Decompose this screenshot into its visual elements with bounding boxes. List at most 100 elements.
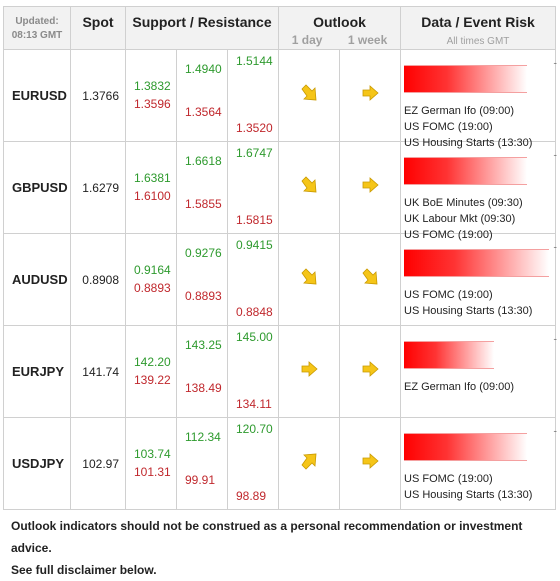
table-row: EURUSD 1.3766 1.3832 1.3596 1.4940 1.3564 1.51… bbox=[3, 49, 558, 149]
event-risk-bar bbox=[404, 341, 495, 369]
level-1-cell: 0.9164 0.8893 bbox=[125, 233, 177, 326]
event-name: US FOMC bbox=[404, 473, 455, 485]
event-risk-cell: ˉ EZ German Ifo (09:00) bbox=[400, 325, 558, 418]
pair-cell: GBPUSD bbox=[3, 141, 71, 234]
outlook-1day-arrow-icon bbox=[301, 268, 317, 285]
event-time: (09:00) bbox=[479, 381, 515, 393]
outlook-1day-arrow-icon bbox=[301, 361, 318, 377]
support-resistance-header: Support / Resistance bbox=[124, 6, 280, 50]
event-name: US FOMC bbox=[404, 289, 455, 301]
outlook-1week-cell bbox=[339, 49, 402, 142]
support-3: 120.70 bbox=[236, 422, 273, 436]
pair-name: AUDUSD bbox=[12, 272, 68, 287]
event-name: US Housing Starts bbox=[404, 305, 495, 317]
level-1-cell: 1.3832 1.3596 bbox=[125, 49, 177, 142]
outlook-1day-cell bbox=[278, 417, 341, 510]
level-2-cell: 112.34 99.91 bbox=[176, 417, 228, 510]
all-times-note: All times GMT bbox=[446, 36, 510, 47]
resistance-3: 1.3520 bbox=[236, 121, 273, 135]
pair-name: EURJPY bbox=[12, 364, 65, 379]
resistance-1: 139.22 bbox=[134, 373, 171, 387]
resistance-1: 0.8893 bbox=[134, 281, 171, 295]
outlook-1week-cell bbox=[339, 233, 402, 326]
event-item: UK BoE Minutes (09:30) bbox=[404, 195, 523, 211]
event-item: UK Labour Mkt (09:30) bbox=[404, 211, 515, 227]
event-name: EZ German Ifo bbox=[404, 105, 477, 117]
level-1-cell: 142.20 139.22 bbox=[125, 325, 177, 418]
level-1-cell: 103.74 101.31 bbox=[125, 417, 177, 510]
event-risk-bar bbox=[404, 65, 528, 93]
event-risk-cell: ˉ UK BoE Minutes (09:30) UK Labour Mkt (09… bbox=[400, 141, 557, 241]
level-3-cell: 120.70 98.89 bbox=[226, 417, 280, 510]
spot-cell: 141.74 bbox=[70, 325, 126, 418]
outlook-1week-arrow-icon bbox=[362, 453, 379, 469]
support-3: 0.9415 bbox=[236, 238, 273, 252]
event-risk-bar bbox=[404, 433, 528, 461]
event-name: UK BoE Minutes bbox=[404, 197, 485, 209]
pair-cell: USDJPY bbox=[3, 417, 71, 510]
support-3: 145.00 bbox=[236, 330, 273, 344]
level-3-cell: 145.00 134.11 bbox=[226, 325, 280, 418]
resistance-1: 1.6100 bbox=[134, 189, 171, 203]
spot-value: 1.3766 bbox=[82, 88, 119, 103]
resistance-2: 1.3564 bbox=[185, 105, 222, 119]
pair-name: USDJPY bbox=[12, 456, 65, 471]
event-item: EZ German Ifo (09:00) bbox=[404, 379, 514, 395]
outlook-1week-arrow-icon bbox=[362, 85, 379, 101]
event-risk-bar bbox=[404, 157, 528, 185]
event-item: US FOMC (19:00) bbox=[404, 119, 493, 135]
outlook-1day-arrow-icon bbox=[301, 176, 317, 193]
level-2-cell: 1.4940 1.3564 bbox=[176, 49, 228, 142]
resistance-3: 1.5815 bbox=[236, 213, 273, 227]
support-1: 103.74 bbox=[134, 447, 171, 461]
spot-value: 0.8908 bbox=[82, 272, 119, 287]
scroll-tick-icon: ˉ bbox=[553, 62, 558, 73]
outlook-1week-label: 1 week bbox=[347, 33, 388, 47]
event-item: EZ German Ifo (09:00) bbox=[404, 103, 514, 119]
event-item: US FOMC (19:00) bbox=[404, 287, 493, 303]
outlook-1week-arrow-icon bbox=[362, 268, 378, 285]
event-name: EZ German Ifo bbox=[404, 381, 477, 393]
support-2: 1.6618 bbox=[185, 154, 222, 168]
event-time: (19:00) bbox=[457, 473, 493, 485]
event-time: (19:00) bbox=[457, 121, 493, 133]
scroll-tick-icon: ˉ bbox=[553, 338, 558, 349]
event-time: (09:00) bbox=[479, 105, 515, 117]
table-row: GBPUSD 1.6279 1.6381 1.6100 1.6618 1.5855 1.67… bbox=[3, 141, 557, 241]
resistance-1: 1.3596 bbox=[134, 97, 171, 111]
event-time: (19:00) bbox=[457, 289, 493, 301]
outlook-1week-cell bbox=[339, 325, 402, 418]
event-risk-cell: ˉ EZ German Ifo (09:00) US FOMC (19:00) US … bbox=[400, 49, 558, 149]
level-2-cell: 0.9276 0.8893 bbox=[176, 233, 228, 326]
updated-label: Updated: bbox=[15, 16, 59, 27]
outlook-1day-cell bbox=[278, 141, 341, 234]
scroll-tick-icon: ˉ bbox=[553, 430, 558, 441]
table-row: EURJPY 141.74 142.20 139.22 143.25 138.49 145.… bbox=[3, 325, 558, 418]
resistance-2: 99.91 bbox=[185, 473, 216, 487]
level-3-cell: 1.6747 1.5815 bbox=[226, 141, 280, 234]
event-risk-cell: ˉ US FOMC (19:00) US Housing Starts (13:30… bbox=[400, 233, 557, 326]
event-time: (13:30) bbox=[497, 305, 533, 317]
support-2: 1.4940 bbox=[185, 62, 222, 76]
outlook-1week-arrow-icon bbox=[362, 177, 379, 193]
outlook-1week-cell bbox=[339, 141, 402, 234]
level-3-cell: 1.5144 1.3520 bbox=[226, 49, 280, 142]
event-item: US FOMC (19:00) bbox=[404, 471, 493, 487]
level-3-cell: 0.9415 0.8848 bbox=[226, 233, 280, 326]
support-1: 0.9164 bbox=[134, 263, 171, 277]
event-time: (09:30) bbox=[480, 213, 516, 225]
spot-value: 102.97 bbox=[82, 456, 119, 471]
support-2: 143.25 bbox=[185, 338, 222, 352]
updated-cell: Updated: 08:13 GMT bbox=[3, 6, 71, 50]
support-3: 1.6747 bbox=[236, 146, 273, 160]
support-1: 1.6381 bbox=[134, 171, 171, 185]
outlook-1day-label: 1 day bbox=[291, 33, 323, 47]
disclaimer-line-2: See full disclaimer below. bbox=[11, 563, 157, 577]
level-1-cell: 1.6381 1.6100 bbox=[125, 141, 177, 234]
support-1: 142.20 bbox=[134, 355, 171, 369]
pair-cell: AUDUSD bbox=[3, 233, 71, 326]
pair-name: EURUSD bbox=[12, 88, 67, 103]
pair-cell: EURUSD bbox=[3, 49, 71, 142]
pair-cell: EURJPY bbox=[3, 325, 71, 418]
event-item: US Housing Starts (13:30) bbox=[404, 303, 532, 319]
